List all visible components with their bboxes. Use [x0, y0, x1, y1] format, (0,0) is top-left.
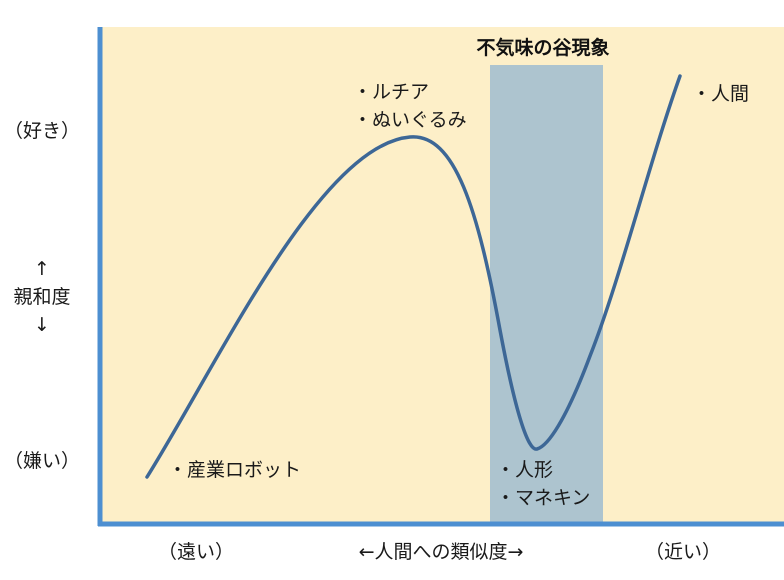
y-axis-top-label: （好き） — [4, 120, 80, 142]
x-axis-left-label: （遠い） — [158, 541, 234, 563]
annotation-industrial-robot: ・産業ロボット — [168, 459, 301, 481]
y-axis-arrow-down: ↓ — [34, 314, 50, 336]
annotation-human: ・人間 — [692, 83, 749, 105]
y-axis-label: 親和度 — [13, 286, 70, 308]
annotation-lucia: ・ルチア — [353, 81, 429, 103]
y-axis-bottom-label: （嫌い） — [4, 450, 80, 472]
plot-area — [100, 27, 784, 524]
annotation-doll: ・人形 — [496, 459, 553, 481]
x-axis-label: ←人間への類似度→ — [359, 541, 524, 563]
affinity-curve — [145, 74, 682, 479]
diagram-title: 不気味の谷現象 — [476, 36, 609, 59]
x-axis-right-label: （近い） — [645, 541, 721, 563]
annotation-stuffed-toy: ・ぬいぐるみ — [353, 109, 467, 131]
y-axis-arrow-up: ↑ — [34, 258, 50, 280]
annotation-mannequin: ・マネキン — [496, 487, 590, 509]
uncanny-valley-band — [490, 65, 603, 524]
